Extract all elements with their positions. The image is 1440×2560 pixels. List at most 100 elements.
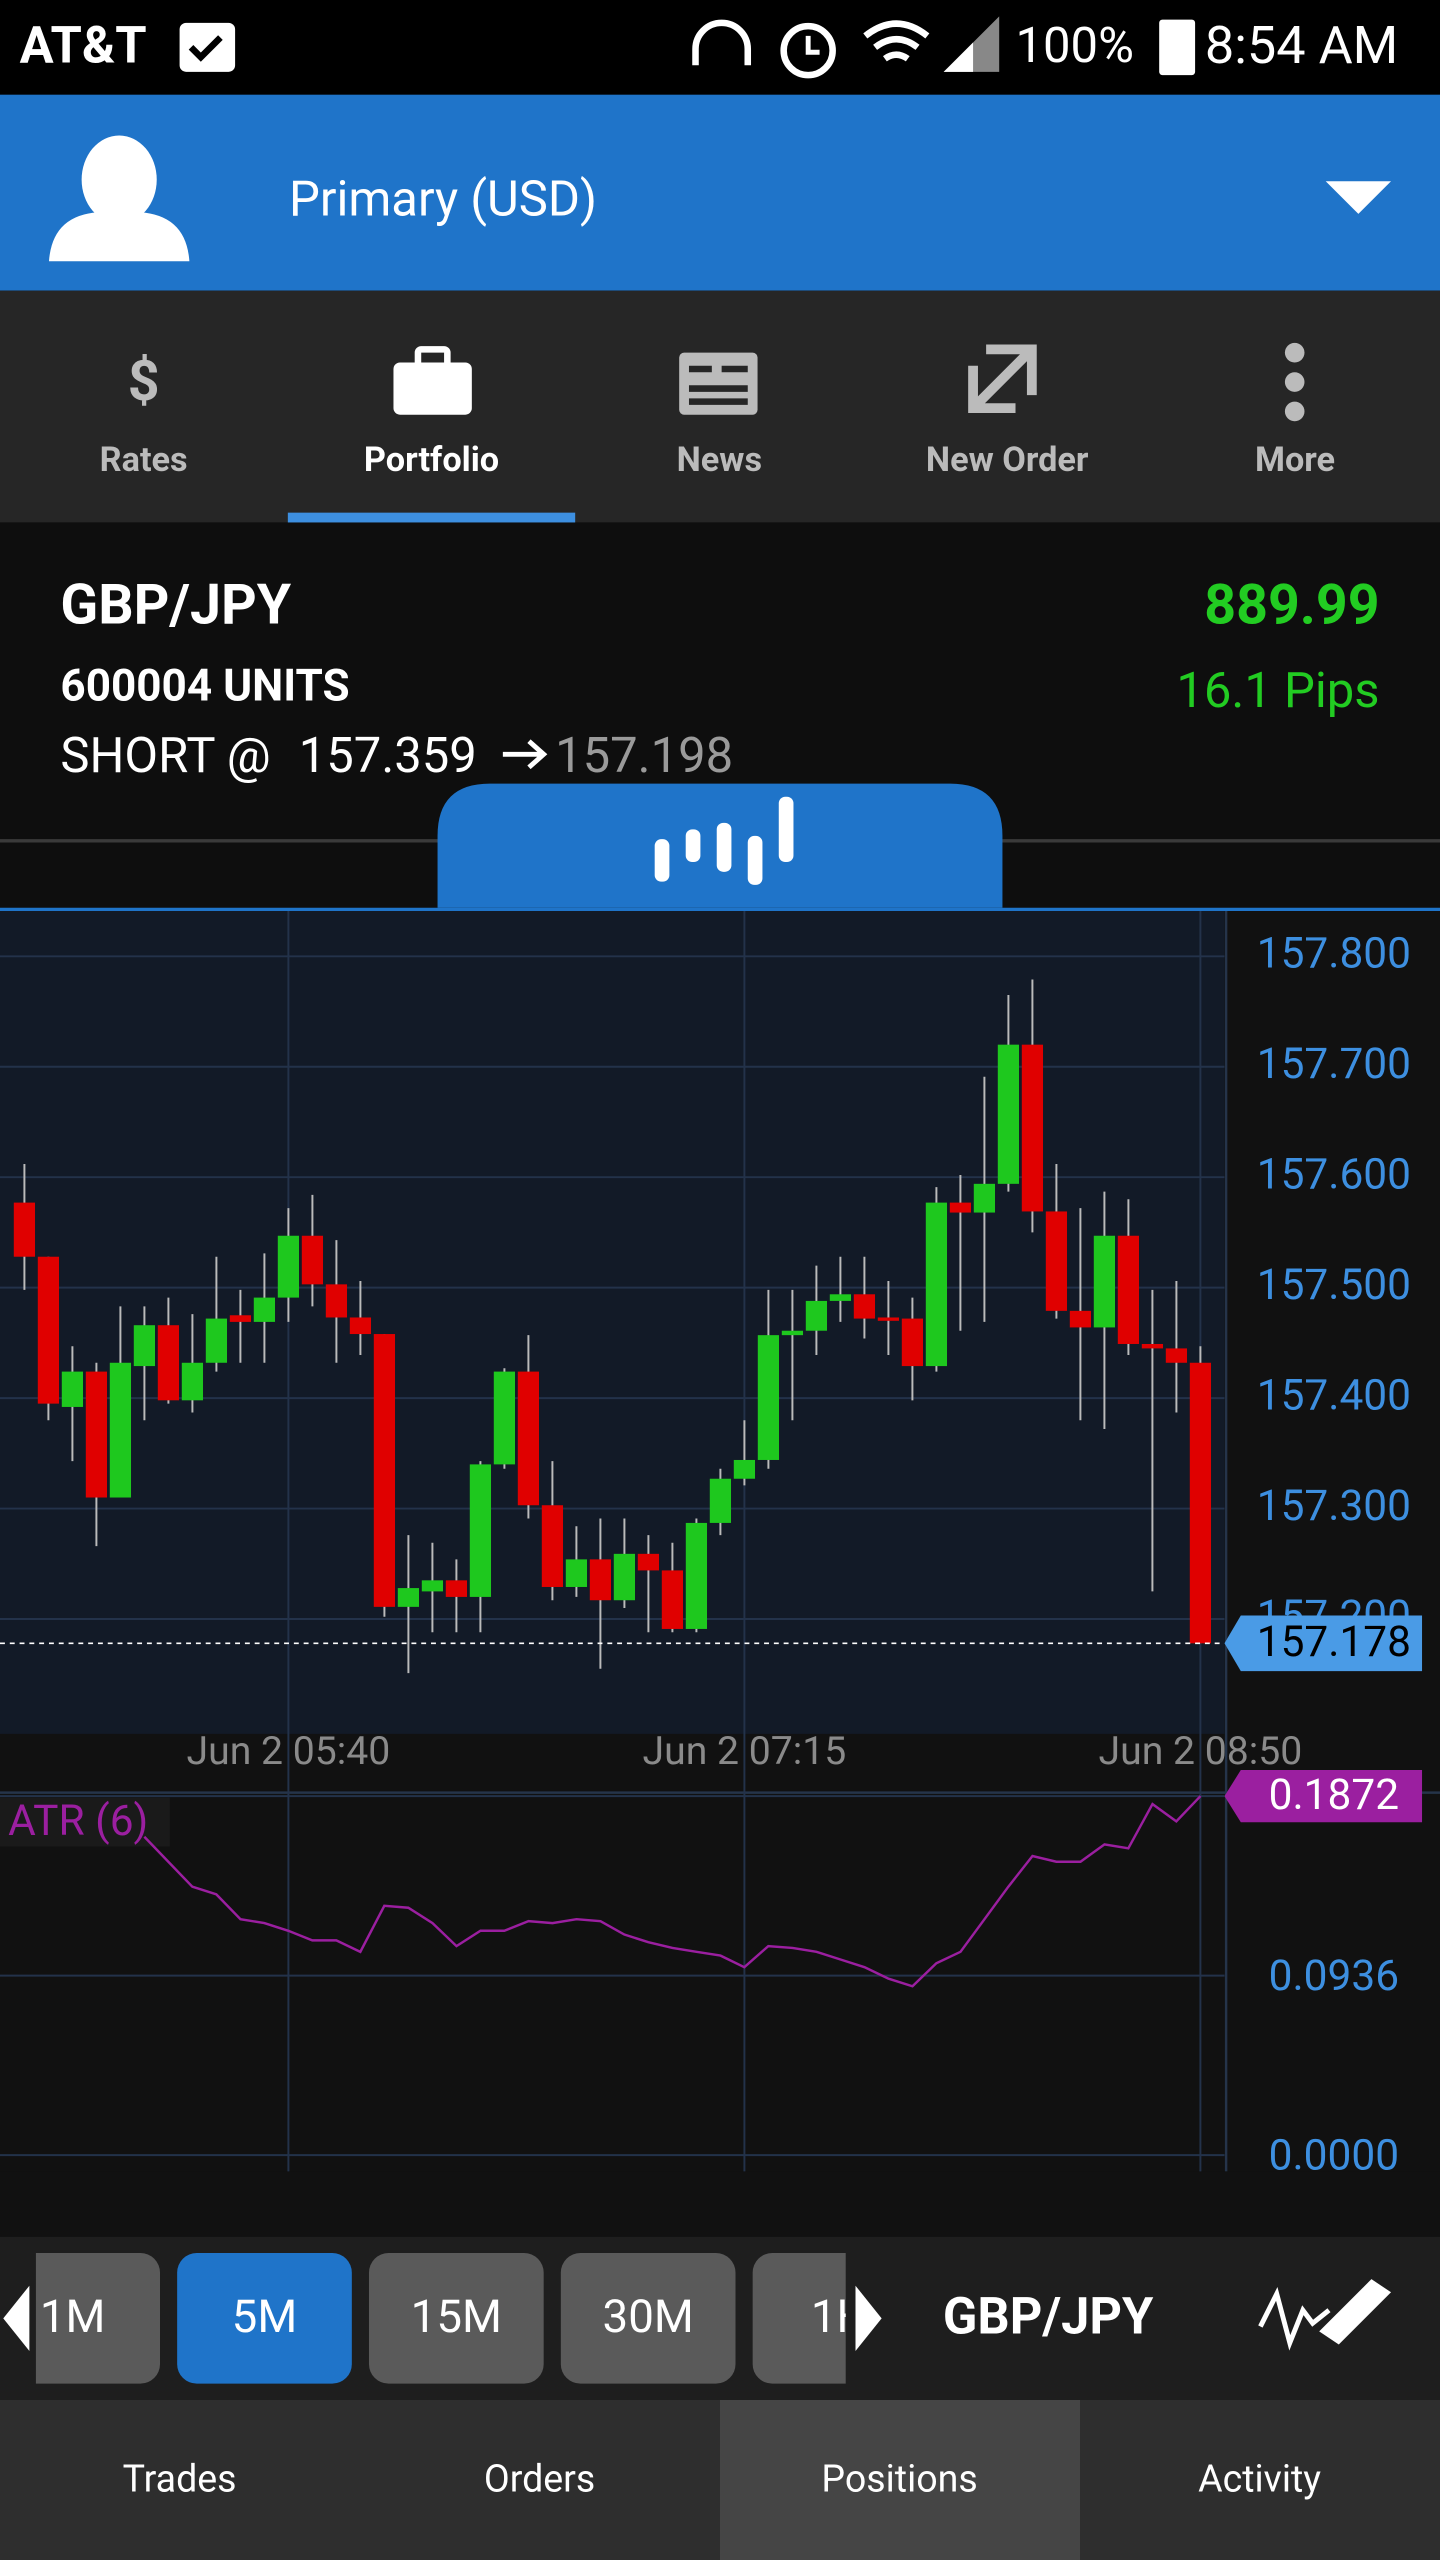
- account-header[interactable]: [0, 94, 1440, 291]
- portfolio-icon: [414, 346, 451, 369]
- entry-price: 157.359: [299, 727, 477, 784]
- y-tick-label: 0.0000: [1269, 2132, 1399, 2181]
- candle-body: [205, 1318, 228, 1363]
- atr-title-bg: [0, 1797, 170, 1847]
- nav-tab[interactable]: News: [677, 440, 762, 480]
- news-icon: [688, 365, 748, 405]
- candle-body: [397, 1588, 420, 1607]
- chart-tab-icon: [654, 796, 794, 885]
- battery-icon: [1159, 19, 1196, 76]
- last-price-label: 157.178: [1257, 1618, 1411, 1667]
- drawing-tool[interactable]: [1258, 2287, 1331, 2351]
- drawing-tool[interactable]: [1319, 2279, 1392, 2345]
- candle-body: [661, 1570, 684, 1629]
- y-tick-label: 157.800: [1257, 930, 1411, 979]
- candle-body: [157, 1325, 180, 1401]
- wifi-icon: [863, 20, 930, 62]
- candle-body: [685, 1522, 708, 1629]
- timeframe-label[interactable]: 1H: [811, 2291, 869, 2344]
- atr-value-box: [1224, 1769, 1423, 1823]
- candle-body: [757, 1335, 780, 1460]
- pips: 16.1 Pips: [1176, 662, 1379, 719]
- candle-body: [1189, 1362, 1212, 1644]
- more-icon: [1284, 342, 1305, 363]
- candle-body: [277, 1235, 300, 1298]
- candle-body: [13, 1202, 36, 1257]
- timeframe-button[interactable]: [560, 2253, 736, 2384]
- candle-body: [1045, 1211, 1068, 1311]
- y-tick-label: 157.400: [1257, 1371, 1411, 1420]
- timeframe-label[interactable]: 30M: [603, 2291, 694, 2344]
- status-bar: [0, 0, 1440, 95]
- atr-title: ATR (6): [8, 1797, 148, 1846]
- nav-indicator: [287, 512, 576, 523]
- account-dropdown[interactable]: [1325, 181, 1392, 214]
- candle-body: [373, 1334, 396, 1607]
- battery-percent: 100%: [1016, 17, 1134, 74]
- new-order-icon: [968, 344, 1037, 414]
- avatar-icon: [48, 135, 190, 262]
- candle-body: [637, 1553, 660, 1571]
- nav-tab[interactable]: Portfolio: [364, 440, 499, 480]
- scroll-left[interactable]: [3, 2285, 30, 2352]
- candle-body: [325, 1284, 348, 1318]
- timeframe-label[interactable]: 1M: [40, 2291, 106, 2344]
- nav-icons: $: [128, 342, 1305, 422]
- nav-tab[interactable]: More: [1255, 440, 1335, 480]
- timeframe-button[interactable]: [177, 2253, 352, 2384]
- profit: 889.99: [1204, 573, 1379, 638]
- x-tick-label: Jun 2 05:40: [186, 1728, 390, 1774]
- candle-body: [493, 1371, 516, 1465]
- candle-body: [1093, 1235, 1116, 1328]
- rates-icon: $: [128, 349, 160, 414]
- timeframes: 1M 5M 15M 30M 1H: [0, 2253, 928, 2384]
- candle-body: [37, 1256, 60, 1404]
- timeframe-label[interactable]: 5M: [232, 2291, 298, 2344]
- candle-body: [421, 1580, 444, 1592]
- candle-body: [997, 1044, 1020, 1184]
- more-icon: [1284, 401, 1305, 422]
- timeframe-label[interactable]: 15M: [411, 2291, 502, 2344]
- bottom-tab[interactable]: Activity: [1198, 2458, 1321, 2502]
- candles: [13, 979, 1212, 1674]
- bottom-tab[interactable]: Positions: [821, 2458, 977, 2502]
- candle-body: [733, 1459, 756, 1479]
- candle-body: [1021, 1044, 1044, 1212]
- y-tick-label: 0.0936: [1269, 1952, 1399, 2001]
- atr-value-label: 0.1872: [1269, 1771, 1399, 1820]
- candle-body: [949, 1202, 972, 1213]
- y-tick-label: 157.300: [1257, 1482, 1411, 1531]
- timeframe-button[interactable]: [752, 2253, 928, 2384]
- spacer: [0, 2171, 1440, 2237]
- bottom-tab[interactable]: Trades: [123, 2458, 237, 2502]
- candle-body: [853, 1294, 876, 1319]
- axes: 157.800 157.700 157.600 157.500 157.400 157.3…: [0, 930, 1423, 2181]
- nav-tab[interactable]: New Order: [926, 440, 1089, 480]
- portfolio-icon: [393, 362, 472, 415]
- nav-tab[interactable]: Rates: [100, 440, 188, 480]
- bottom-tab[interactable]: Orders: [484, 2458, 595, 2502]
- news-icon: [679, 352, 758, 415]
- candle-body: [181, 1362, 204, 1401]
- candle-body: [829, 1294, 852, 1301]
- headphones-icon: [692, 19, 752, 66]
- account-name[interactable]: Primary (USD): [289, 170, 597, 227]
- candle-body: [301, 1235, 324, 1285]
- timeframe-button[interactable]: [0, 2253, 160, 2384]
- candle-body: [805, 1300, 828, 1331]
- timeframe-button[interactable]: [368, 2253, 544, 2384]
- candle-body: [781, 1330, 804, 1336]
- candle-body: [61, 1371, 84, 1407]
- candle-body: [1117, 1235, 1140, 1344]
- alarm-icon: [780, 22, 836, 79]
- candle-body: [1141, 1343, 1164, 1349]
- last-price-box: [1224, 1615, 1423, 1672]
- candle-body: [709, 1478, 732, 1523]
- y-tick-label: 157.700: [1257, 1040, 1411, 1089]
- side: SHORT @: [60, 727, 270, 784]
- candle-body: [613, 1553, 636, 1601]
- toolbar-symbol: GBP/JPY: [943, 2287, 1154, 2346]
- candle-body: [349, 1317, 372, 1335]
- candle-body: [1069, 1310, 1092, 1328]
- scroll-right[interactable]: [855, 2285, 882, 2352]
